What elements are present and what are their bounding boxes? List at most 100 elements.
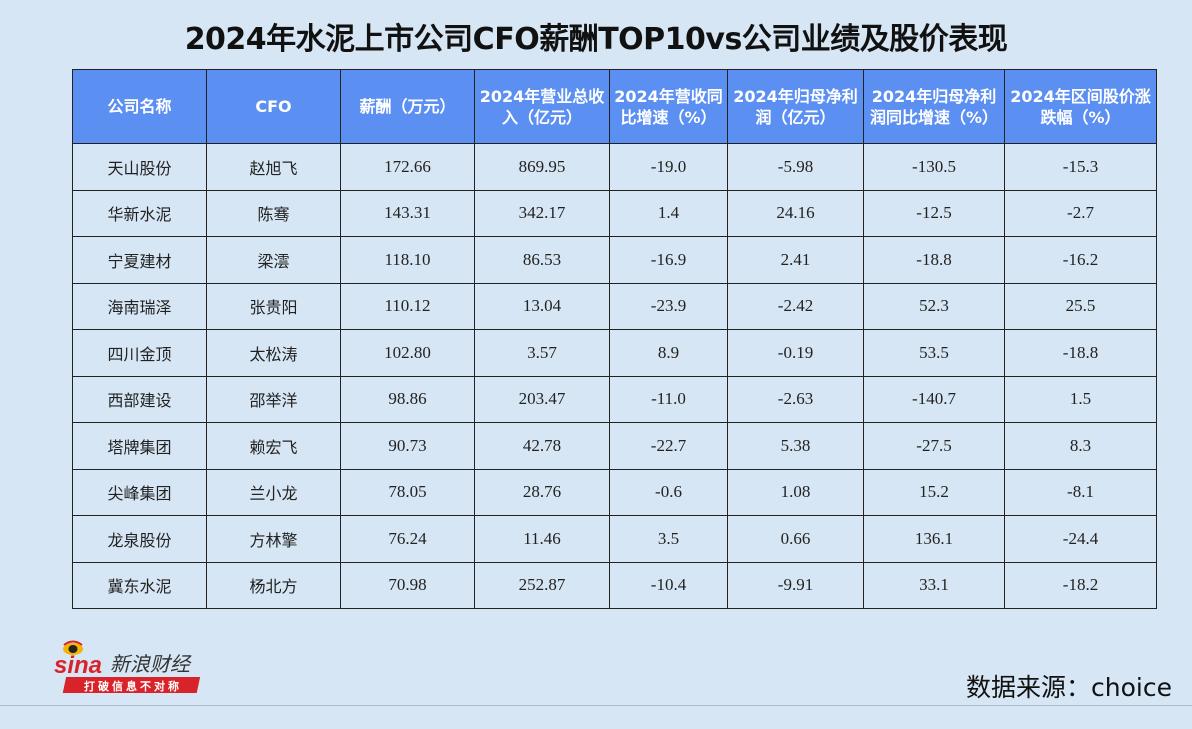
value-cell: -18.8 [1004,329,1157,377]
value-cell: 342.17 [474,189,610,237]
value-cell: 143.31 [340,189,475,237]
value-cell: -16.9 [609,236,728,284]
table-row: 龙泉股份 方林擎 76.24 11.46 3.5 0.66 136.1 -24.4 [72,515,1157,563]
value-cell: 3.5 [609,515,728,563]
value-cell: 118.10 [340,236,475,284]
value-cell: 98.86 [340,375,475,423]
column-header-line: 2024年区间股价涨 [1010,86,1151,106]
value-cell: -9.91 [727,561,864,609]
sina-slogan: 打破信息不对称 [84,679,182,693]
cfo-name-cell: 邵举洋 [206,375,341,423]
value-cell: 28.76 [474,468,610,516]
cfo-name-cell: 赵旭飞 [206,143,341,191]
value-cell: 24.16 [727,189,864,237]
cfo-name-cell: 太松涛 [206,329,341,377]
value-cell: -0.6 [609,468,728,516]
table-row: 宁夏建材 梁澐 118.10 86.53 -16.9 2.41 -18.8 -16.2 [72,236,1157,284]
column-header-line: 跌幅（%） [1040,107,1121,127]
slogan-bar [62,677,201,693]
bottom-divider [0,705,1192,706]
column-header-line: 润（亿元） [755,107,836,127]
column-header: CFO [206,69,341,144]
value-cell: 8.3 [1004,422,1157,470]
value-cell: 3.57 [474,329,610,377]
table-row: 天山股份 赵旭飞 172.66 869.95 -19.0 -5.98 -130.5 -15.3 [72,143,1157,191]
sina-finance-name: 新浪财经 [110,652,192,676]
value-cell: 2.41 [727,236,864,284]
column-header-line: 润同比增速（%） [869,107,999,127]
value-cell: 33.1 [863,561,1005,609]
column-header: 2024年区间股价涨 跌幅（%） [1004,69,1157,144]
value-cell: -130.5 [863,143,1005,191]
value-cell: -12.5 [863,189,1005,237]
table-row: 尖峰集团 兰小龙 78.05 28.76 -0.6 1.08 15.2 -8.1 [72,468,1157,516]
company-name-cell: 尖峰集团 [72,468,207,516]
column-header-line: 入（亿元） [501,107,582,127]
value-cell: 102.80 [340,329,475,377]
value-cell: 0.66 [727,515,864,563]
company-name-cell: 西部建设 [72,375,207,423]
value-cell: -11.0 [609,375,728,423]
value-cell: 53.5 [863,329,1005,377]
table-row: 西部建设 邵举洋 98.86 203.47 -11.0 -2.63 -140.7 1.5 [72,375,1157,423]
value-cell: 869.95 [474,143,610,191]
company-name-cell: 天山股份 [72,143,207,191]
data-source-label: 数据来源：choice [966,673,1172,702]
company-name-cell: 四川金顶 [72,329,207,377]
value-cell: -27.5 [863,422,1005,470]
column-header-line: 2024年营收同 [614,86,723,106]
value-cell: -8.1 [1004,468,1157,516]
column-header-line: 2024年归母净利 [733,86,858,106]
cfo-name-cell: 兰小龙 [206,468,341,516]
value-cell: 86.53 [474,236,610,284]
value-cell: 90.73 [340,422,475,470]
column-header-line: 2024年营业总收 [479,86,605,106]
column-header-line: 2024年归母净利 [871,86,997,106]
value-cell: 1.08 [727,468,864,516]
value-cell: -18.2 [1004,561,1157,609]
table-row: 海南瑞泽 张贵阳 110.12 13.04 -23.9 -2.42 52.3 25.5 [72,282,1157,330]
value-cell: -10.4 [609,561,728,609]
value-cell: 8.9 [609,329,728,377]
value-cell: -22.7 [609,422,728,470]
company-name-cell: 龙泉股份 [72,515,207,563]
company-name-cell: 塔牌集团 [72,422,207,470]
cfo-name-cell: 赖宏飞 [206,422,341,470]
column-header: 公司名称 [72,69,207,144]
table-row: 华新水泥 陈骞 143.31 342.17 1.4 24.16 -12.5 -2.7 [72,189,1157,237]
value-cell: -0.19 [727,329,864,377]
company-name-cell: 冀东水泥 [72,561,207,609]
column-header: 2024年归母净利 润同比增速（%） [863,69,1005,144]
value-cell: -18.8 [863,236,1005,284]
column-header: 薪酬（万元） [340,69,475,144]
cfo-name-cell: 陈骞 [206,189,341,237]
value-cell: 110.12 [340,282,475,330]
sina-brand-text: sina [54,652,102,679]
cfo-name-cell: 杨北方 [206,561,341,609]
value-cell: 172.66 [340,143,475,191]
column-header: 2024年营收同 比增速（%） [609,69,728,144]
company-name-cell: 宁夏建材 [72,236,207,284]
value-cell: 25.5 [1004,282,1157,330]
value-cell: 76.24 [340,515,475,563]
cfo-name-cell: 梁澐 [206,236,341,284]
company-name-cell: 华新水泥 [72,189,207,237]
cfo-name-cell: 张贵阳 [206,282,341,330]
value-cell: 52.3 [863,282,1005,330]
column-header-line: 公司名称 [107,97,172,116]
company-name-cell: 海南瑞泽 [72,282,207,330]
value-cell: 1.5 [1004,375,1157,423]
column-header: 2024年归母净利 润（亿元） [727,69,864,144]
value-cell: -2.7 [1004,189,1157,237]
sina-finance-logo: sina 新浪财经 打破信息不对称 [54,640,201,693]
value-cell: -140.7 [863,375,1005,423]
value-cell: -2.42 [727,282,864,330]
column-header: 2024年营业总收 入（亿元） [474,69,610,144]
value-cell: -16.2 [1004,236,1157,284]
value-cell: 136.1 [863,515,1005,563]
table-row: 冀东水泥 杨北方 70.98 252.87 -10.4 -9.91 33.1 -18.2 [72,561,1157,609]
value-cell: 70.98 [340,561,475,609]
value-cell: -24.4 [1004,515,1157,563]
cfo-name-cell: 方林擎 [206,515,341,563]
value-cell: 11.46 [474,515,610,563]
